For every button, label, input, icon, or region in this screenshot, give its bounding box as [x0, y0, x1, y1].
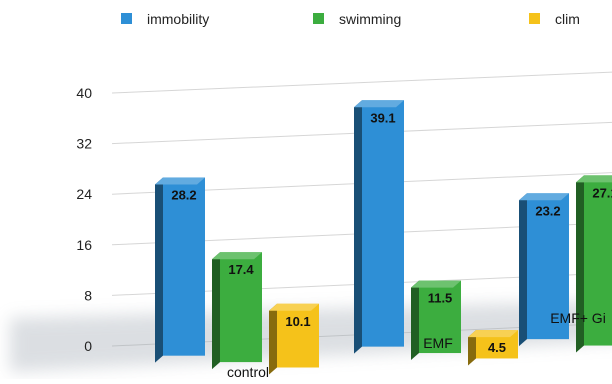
bar: 10.1	[269, 303, 319, 375]
legend-swatch	[529, 13, 540, 24]
bar-data-label: 10.1	[285, 314, 310, 329]
bar-front-face	[362, 100, 404, 347]
x-category-label: EMF	[423, 335, 453, 351]
bar-top-face	[576, 175, 612, 183]
bar-data-label: 39.1	[370, 110, 395, 125]
legend-swatch	[313, 13, 324, 24]
bar-side-face	[411, 280, 419, 361]
bar-front-face	[277, 303, 319, 368]
y-tick-label: 8	[84, 287, 92, 303]
legend-item: immobility	[121, 11, 209, 27]
bar: 23.2	[519, 193, 569, 347]
bar-side-face	[354, 100, 362, 354]
bar-top-face	[212, 252, 262, 260]
bar: 11.5	[411, 280, 461, 361]
bar-front-face	[163, 177, 205, 356]
bar: 17.4	[212, 252, 262, 370]
legend-item: clim	[529, 11, 580, 27]
bar-side-face	[155, 177, 163, 363]
legend-label: swimming	[339, 11, 401, 27]
bar-top-face	[155, 177, 205, 185]
bar-side-face	[468, 330, 476, 366]
bar-front-face	[220, 252, 262, 363]
bar-top-face	[354, 100, 404, 108]
y-tick-label: 40	[76, 85, 92, 101]
bar-data-label: 27.1	[592, 185, 612, 200]
bar-front-face	[419, 280, 461, 354]
legend: immobility swimming clim	[121, 11, 580, 27]
bars: 28.2 17.4 10.1 39.1 11.5 4.5 23.2 27.1	[155, 100, 612, 375]
bar-data-label: 17.4	[228, 262, 254, 277]
bar-side-face	[269, 303, 277, 375]
bar-top-face	[269, 303, 319, 311]
bar-data-label: 28.2	[171, 187, 196, 202]
bar-front-face	[527, 193, 569, 340]
legend-item: swimming	[313, 11, 401, 27]
x-category-label: EMF+ Gi	[550, 310, 606, 326]
bar-data-label: 11.5	[428, 291, 453, 306]
bar-data-label: 4.5	[488, 340, 506, 355]
y-tick-label: 32	[76, 136, 92, 152]
bar-top-face	[468, 330, 518, 338]
bar-top-face	[519, 193, 569, 201]
x-category-label: control	[227, 364, 269, 379]
gridline	[111, 71, 612, 94]
bar-side-face	[576, 175, 584, 353]
legend-label: clim	[555, 11, 580, 27]
bar-side-face	[519, 193, 527, 347]
bar: 27.1	[576, 175, 612, 353]
bar-top-face	[411, 280, 461, 288]
x-axis-category-labels: control EMF EMF+ Gi	[227, 310, 606, 380]
y-tick-label: 16	[76, 237, 92, 253]
bar: 39.1	[354, 100, 404, 354]
bar: 28.2	[155, 177, 205, 363]
legend-swatch	[121, 13, 132, 24]
bar: 4.5	[468, 330, 518, 366]
bar-front-face	[584, 175, 612, 346]
bar-data-label: 23.2	[535, 203, 560, 218]
y-tick-label: 24	[76, 186, 92, 202]
legend-label: immobility	[147, 11, 209, 27]
bar-side-face	[212, 252, 220, 370]
y-tick-label: 0	[84, 338, 92, 354]
y-axis-tick-labels: 0 8 16 24 32 40	[76, 85, 92, 354]
